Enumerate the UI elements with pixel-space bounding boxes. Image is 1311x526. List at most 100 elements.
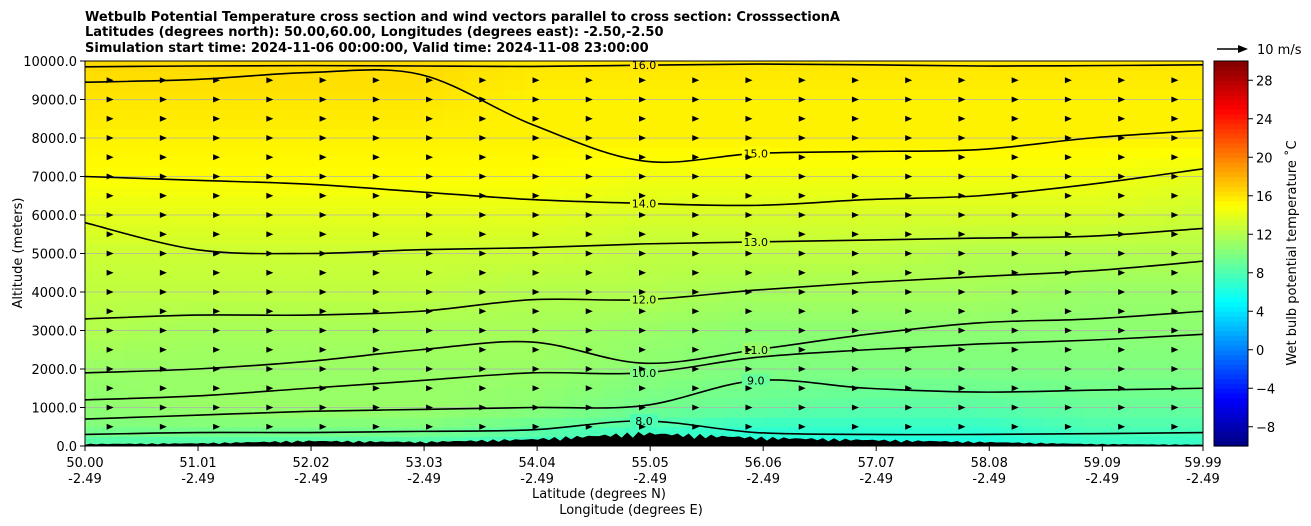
heat-cell [524,147,545,158]
colorbar-band [1214,99,1248,105]
heat-cell [943,282,965,293]
wind-vector-head [479,269,487,276]
heat-cell [1043,407,1064,418]
heat-cell [863,89,885,101]
heat-cell [1183,340,1203,351]
heat-cell [903,349,925,360]
heat-cell [683,215,705,226]
heat-cell [604,388,625,399]
wind-vector-head [1118,289,1126,295]
heat-cell [244,320,266,332]
heat-cell [204,205,226,216]
heat-cell [743,272,765,283]
heat-cell [85,330,106,341]
heat-cell [843,407,865,418]
wind-vector-head [319,231,327,238]
wind-vector-head [266,404,274,411]
heat-cell [244,109,266,120]
heat-cell [264,378,286,389]
wind-vector-head [319,115,327,122]
heat-cell [1143,292,1164,303]
heat-cell [823,215,845,226]
heat-cell [604,215,625,226]
heat-cell [484,234,505,245]
heat-cell [883,157,905,168]
heat-cell [364,99,386,110]
heat-cell [863,349,885,360]
heat-cell [1183,195,1203,206]
heat-cell [624,234,645,245]
heat-cell [1083,388,1104,399]
wind-vector-head [905,192,913,199]
heat-cell [85,263,106,274]
heat-cell [644,234,665,245]
heat-cell [204,301,226,312]
heat-cell [224,417,246,428]
heat-cell [683,89,705,101]
heat-cell [943,311,965,322]
heat-cell [124,349,146,360]
wind-vector-head [372,115,380,122]
heat-cell [324,417,346,428]
heat-cell [624,80,645,91]
colorbar-tick-label: 28 [1256,74,1273,89]
heat-cell [584,109,605,120]
heat-cell [264,205,286,216]
heat-cell [484,176,505,187]
heat-cell [663,70,685,81]
heat-cell [324,147,346,158]
heat-cell [224,234,246,245]
heat-cell [1063,253,1084,264]
wind-vector-head [585,212,593,218]
heat-cell [943,292,965,303]
heat-cell [763,118,785,129]
heat-cell [1143,118,1164,129]
colorbar-tick-label: 20 [1256,151,1273,166]
wind-vector-head [266,212,274,218]
heat-cell [644,263,665,274]
heat-cell [703,407,725,418]
heat-cell [624,176,645,187]
heat-cell [703,388,725,399]
contour-label-bg [630,196,658,210]
heat-cell [1083,263,1104,274]
wind-vector-head [266,115,274,122]
heat-cell [743,282,765,293]
heat-cell [763,224,785,235]
heat-cell [284,186,306,197]
heat-cell [783,99,805,110]
heat-cell [963,128,984,139]
heat-cell [863,253,885,264]
heat-cell [903,359,925,370]
heat-cell [304,186,326,197]
heat-cell [983,215,1004,226]
heat-cell [1003,147,1024,158]
heat-cell [184,378,206,389]
heat-cell [184,340,206,351]
heat-cell [284,128,306,139]
heat-cell [1023,369,1044,380]
heat-cell [963,195,984,206]
heat-cell [304,80,326,91]
heat-cell [424,436,445,446]
heat-cell [584,118,605,129]
heat-cell [1043,99,1064,110]
heat-cell [584,272,605,283]
heat-cell [384,109,406,120]
colorbar-band [1214,325,1248,332]
heat-cell [1183,176,1203,187]
heat-cell [1143,436,1164,446]
heat-cell [224,128,246,139]
wind-vector-head [479,404,487,411]
heat-cell [104,195,126,206]
heat-cell [524,320,545,332]
wind-vector-head [426,385,434,392]
heat-cell [683,205,705,216]
heat-cell [324,176,346,187]
heat-cell [863,311,885,322]
heat-cell [923,417,945,428]
heat-cell [484,195,505,206]
heat-cell [883,195,905,206]
heat-cell [404,359,425,370]
heat-cell [324,234,346,245]
